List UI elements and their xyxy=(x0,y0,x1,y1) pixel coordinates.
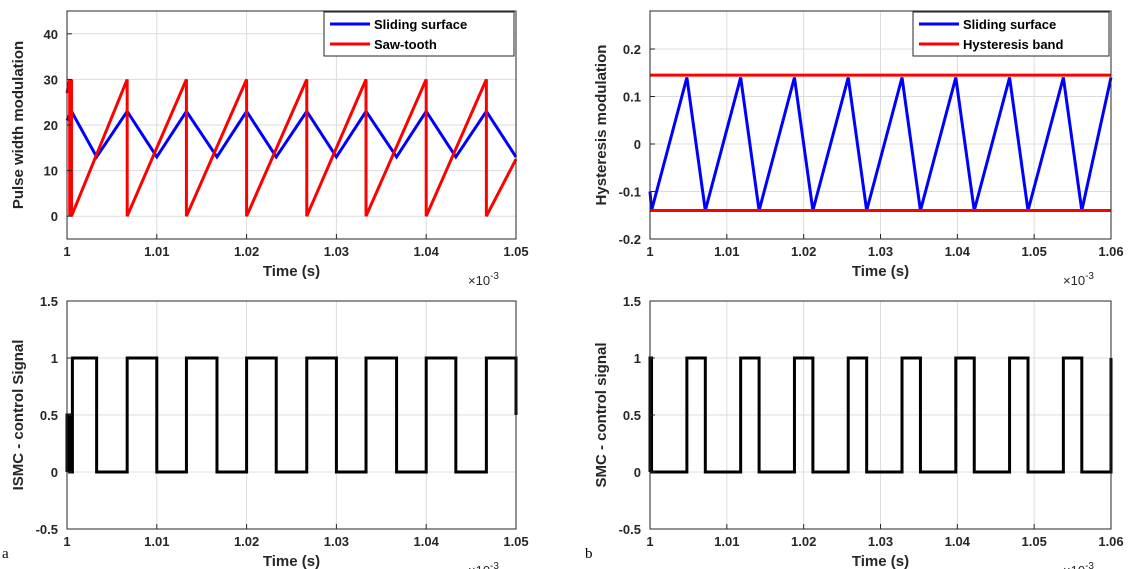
ismc-ytick-label: 1.5 xyxy=(40,294,58,309)
pwm-series-sliding-surface xyxy=(65,108,518,160)
pwm-ytick-label: 0 xyxy=(51,209,58,224)
smc-ytick-label: 1 xyxy=(634,351,641,366)
hyst-series-hysteresis-band xyxy=(650,73,1111,212)
ismc-ytick-label: -0.5 xyxy=(36,522,58,537)
smc-xtick-label: 1.05 xyxy=(1022,534,1047,549)
hyst-legend-label: Sliding surface xyxy=(963,17,1056,32)
smc-xtick-label: 1.03 xyxy=(868,534,893,549)
chart-pwm: 1 1.01 1.02 1.03 1.04 1.05 0 10 20 30 40 Time (s) Pu… xyxy=(10,10,529,288)
smc-ylabel: SMC - control signal xyxy=(593,342,610,487)
ismc-ytick-label: 1 xyxy=(51,351,58,366)
hyst-xtick-label: 1.06 xyxy=(1098,244,1123,259)
ismc-xtick-label: 1.05 xyxy=(503,534,528,549)
pwm-ylabel: Pulse width modulation xyxy=(10,41,27,209)
smc-xtick-label: 1.06 xyxy=(1098,534,1123,549)
pwm-xtick-label: 1.02 xyxy=(234,244,259,259)
pwm-ytick-label: 10 xyxy=(44,164,58,179)
smc-series-signal xyxy=(648,356,1113,474)
smc-xtick-label: 1 xyxy=(646,534,653,549)
pwm-xtick-label: 1.05 xyxy=(503,244,528,259)
ismc-x-multiplier: ×10-3 xyxy=(468,561,499,569)
ismc-series-signal xyxy=(65,356,518,474)
smc-ytick-label: 0.5 xyxy=(623,408,641,423)
smc-xtick-label: 1.01 xyxy=(714,534,739,549)
ismc-xtick-label: 1.03 xyxy=(324,534,349,549)
hyst-xlabel: Time (s) xyxy=(852,263,909,280)
pwm-ytick-label: 30 xyxy=(44,72,58,87)
hyst-ytick-label: -0.2 xyxy=(619,232,641,247)
pwm-xtick-label: 1.04 xyxy=(414,244,440,259)
hyst-xtick-label: 1.05 xyxy=(1022,244,1047,259)
smc-xlabel: Time (s) xyxy=(852,553,909,569)
pwm-legend-box xyxy=(323,11,515,57)
pwm-x-multiplier: ×10-3 xyxy=(468,271,499,288)
pwm-legend: Sliding surface Saw-tooth xyxy=(323,11,515,57)
hyst-ytick-label: 0.1 xyxy=(623,90,641,105)
hyst-xtick-label: 1.04 xyxy=(945,244,971,259)
hyst-xtick-label: 1 xyxy=(646,244,653,259)
hyst-xtick-label: 1.01 xyxy=(714,244,739,259)
panel-label-b: b xyxy=(585,546,593,562)
chart-smc: 1 1.01 1.02 1.03 1.04 1.05 1.06 -0.5 0 0.5 1 1.5 Tim… xyxy=(593,294,1124,569)
pwm-legend-label: Saw-tooth xyxy=(374,37,437,52)
pwm-legend-label: Sliding surface xyxy=(374,17,467,32)
smc-xtick-label: 1.02 xyxy=(791,534,816,549)
ismc-ytick-label: 0 xyxy=(51,465,58,480)
pwm-ytick-label: 40 xyxy=(44,27,58,42)
hyst-x-multiplier: ×10-3 xyxy=(1063,271,1094,288)
pwm-xlabel: Time (s) xyxy=(263,263,320,280)
ismc-ytick-label: 0.5 xyxy=(40,408,58,423)
smc-xtick-label: 1.04 xyxy=(945,534,971,549)
hyst-legend-box xyxy=(912,11,1110,57)
pwm-xtick-label: 1.03 xyxy=(324,244,349,259)
ismc-xtick-label: 1 xyxy=(63,534,70,549)
ismc-xlabel: Time (s) xyxy=(263,553,320,569)
smc-ytick-label: -0.5 xyxy=(619,522,641,537)
pwm-ytick-label: 20 xyxy=(44,118,58,133)
smc-x-multiplier: ×10-3 xyxy=(1063,561,1094,569)
panel-label-a: a xyxy=(2,546,9,562)
pwm-xtick-label: 1 xyxy=(63,244,70,259)
hyst-ytick-label: 0 xyxy=(634,137,641,152)
hyst-legend-label: Hysteresis band xyxy=(963,37,1063,52)
chart-hyst: 1 1.01 1.02 1.03 1.04 1.05 1.06 -0.2 -0.1 0 0.1 0.2… xyxy=(593,10,1124,288)
ismc-xtick-label: 1.04 xyxy=(414,534,440,549)
hyst-xtick-label: 1.03 xyxy=(868,244,893,259)
hyst-ytick-label: -0.1 xyxy=(619,185,641,200)
smc-ytick-label: 0 xyxy=(634,465,641,480)
hyst-legend: Sliding surface Hysteresis band xyxy=(912,11,1110,57)
ismc-xtick-label: 1.01 xyxy=(144,534,169,549)
hyst-ylabel: Hysteresis modulation xyxy=(593,45,610,206)
pwm-series-saw-tooth xyxy=(65,78,518,217)
smc-ytick-label: 1.5 xyxy=(623,294,641,309)
pwm-xtick-label: 1.01 xyxy=(144,244,169,259)
chart-ismc: 1 1.01 1.02 1.03 1.04 1.05 -0.5 0 0.5 1 1.5 Time (s… xyxy=(10,294,529,569)
ismc-ylabel: ISMC - control Signal xyxy=(10,340,27,491)
ismc-xtick-label: 1.02 xyxy=(234,534,259,549)
hyst-xtick-label: 1.02 xyxy=(791,244,816,259)
hyst-ytick-label: 0.2 xyxy=(623,42,641,57)
